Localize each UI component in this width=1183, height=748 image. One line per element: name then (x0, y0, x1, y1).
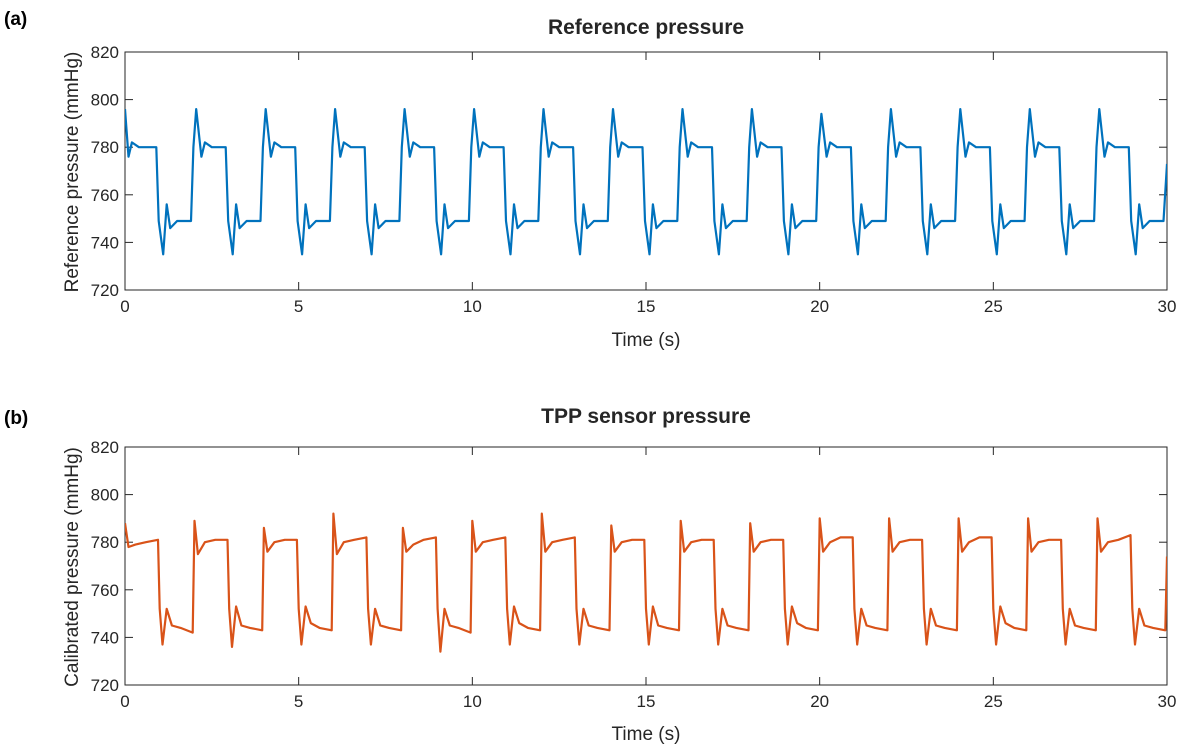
panel-b-x-tick-label: 5 (294, 692, 303, 711)
panel-a-y-tick-label: 800 (91, 91, 119, 110)
panel-a-title: Reference pressure (548, 16, 744, 39)
panel-b-x-tick-label: 15 (637, 692, 656, 711)
panel-b-series-line (125, 512, 1167, 653)
panel-b-y-axis-label: Calibrated pressure (mmHg) (62, 447, 83, 687)
panel-b-y-tick-label: 780 (91, 533, 119, 552)
panel-b-y-tick-label: 760 (91, 581, 119, 600)
panel-b-x-tick-label: 25 (984, 692, 1003, 711)
panel-b-label: (b) (4, 408, 28, 429)
panel-b-x-tick-label: 20 (810, 692, 829, 711)
panel-a-x-tick-label: 25 (984, 297, 1003, 316)
panel-a-y-axis-label: Reference pressure (mmHg) (62, 52, 83, 293)
panel-a-y-tick-label: 760 (91, 186, 119, 205)
panel-a-x-tick-label: 10 (463, 297, 482, 316)
panel-a-x-tick-label: 5 (294, 297, 303, 316)
panel-a-y-tick-label: 820 (91, 43, 119, 62)
panel-a-label: (a) (4, 9, 27, 30)
panel-b-x-tick-label: 10 (463, 692, 482, 711)
panel-b-title: TPP sensor pressure (541, 405, 751, 428)
panel-a-x-tick-label: 30 (1158, 297, 1177, 316)
panel-a-y-tick-label: 780 (91, 138, 119, 157)
panel-a: (a) Reference pressure Time (s) Referenc… (4, 9, 1176, 351)
panel-b-y-tick-label: 720 (91, 676, 119, 695)
panel-b-y-tick-label: 800 (91, 486, 119, 505)
panel-b-y-tick-label: 820 (91, 438, 119, 457)
panel-b-plot-area: 0 5 10 15 20 25 30 720 740 760 780 800 820 (91, 438, 1177, 711)
panel-a-y-tick-label: 720 (91, 281, 119, 300)
panel-b-x-axis-label: Time (s) (612, 724, 681, 745)
panel-a-axes-box (124, 51, 1168, 291)
panel-a-x-axis-label: Time (s) (612, 330, 681, 351)
panel-b: (b) TPP sensor pressure Time (s) Calibra… (4, 405, 1176, 745)
panel-b-x-tick-label: 0 (120, 692, 129, 711)
panel-b-y-tick-label: 740 (91, 628, 119, 647)
panel-a-plot-area: 0 5 10 15 20 25 30 720 740 760 780 800 820 (91, 43, 1177, 316)
panel-b-x-tick-label: 30 (1158, 692, 1177, 711)
panel-a-x-tick-label: 0 (120, 297, 129, 316)
panel-a-x-tick-label: 15 (637, 297, 656, 316)
panel-a-y-tick-label: 740 (91, 233, 119, 252)
panel-a-series-line (125, 108, 1167, 256)
panel-a-x-tick-label: 20 (810, 297, 829, 316)
